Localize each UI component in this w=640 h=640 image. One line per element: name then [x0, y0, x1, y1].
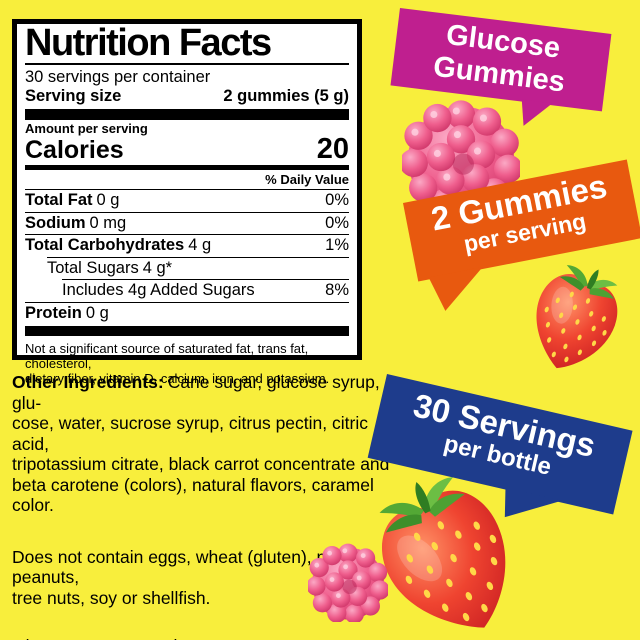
strawberry-image — [507, 249, 640, 390]
other-ingredients-paragraph: Other Ingredients: Cane sugar, glucose sy… — [12, 372, 390, 515]
nutrient-row-added-sugars: Includes 4g Added Sugars 8% — [62, 279, 349, 302]
servings-per-container: 30 servings per container — [25, 68, 211, 86]
nutrition-facts-title: Nutrition Facts — [25, 24, 349, 65]
nutrient-row-total-fat: Total Fat 0 g 0% — [25, 191, 349, 209]
calories-label: Calories — [25, 136, 124, 164]
nutrient-row-total-sugars: Total Sugars 4 g* — [47, 256, 349, 280]
divider-thick — [25, 109, 349, 120]
calories-row: Calories 20 — [25, 133, 349, 165]
nutrient-row-protein: Protein 0 g — [25, 301, 349, 325]
serving-size-row: Serving size 2 gummies (5 g) — [25, 87, 349, 106]
raspberry-image — [308, 542, 388, 622]
serving-size-label: Serving size — [25, 87, 122, 105]
calories-value: 20 — [316, 133, 349, 165]
serving-size-value: 2 gummies (5 g) — [223, 87, 349, 105]
allergen-paragraph: Does not contain eggs, wheat (gluten), m… — [12, 546, 353, 608]
other-ingredients-label: Other Ingredients: — [12, 372, 164, 392]
amount-per-serving-label: Amount per serving — [25, 121, 148, 136]
glucose-note: Glucose 1 g per serving — [12, 636, 390, 640]
label-footnote: Not a significant source of saturated fa… — [25, 341, 330, 386]
divider-medium — [25, 165, 349, 170]
nutrient-row-total-carbohydrates: Total Carbohydrates 4 g 1% — [25, 234, 349, 257]
glucose-gummies-badge: Glucose Gummies — [390, 8, 612, 112]
ingredients-copy: Other Ingredients: Cane sugar, glucose sy… — [12, 372, 390, 640]
daily-value-header: % Daily Value — [25, 172, 349, 190]
nutrient-row-sodium: Sodium 0 mg 0% — [25, 211, 349, 235]
divider-thick — [25, 326, 349, 336]
nutrition-facts-label: Nutrition Facts 30 servings per containe… — [12, 19, 362, 386]
